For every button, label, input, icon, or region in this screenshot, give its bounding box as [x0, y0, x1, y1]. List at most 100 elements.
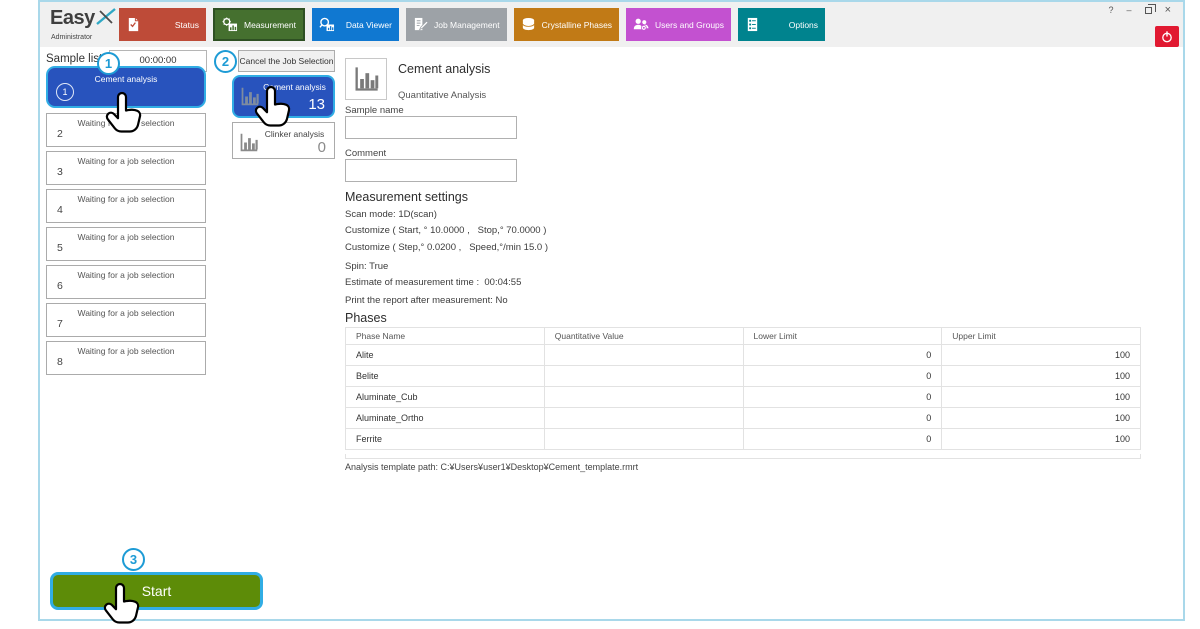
- sample-name-input[interactable]: [345, 116, 517, 139]
- user-role: Administrator: [51, 34, 93, 41]
- table-row[interactable]: Aluminate_Cub 0 100: [345, 386, 1141, 408]
- tab-measurement[interactable]: Measurement: [213, 8, 305, 41]
- logout-power-button[interactable]: [1155, 26, 1179, 47]
- analysis-template-path: Analysis template path: C:¥Users¥user1¥D…: [345, 462, 639, 472]
- sample-item-text: Waiting for a job selection: [77, 308, 175, 318]
- hand-cursor-icon: [105, 91, 142, 133]
- tab-label: Measurement: [244, 19, 296, 30]
- sample-item-4[interactable]: Waiting for a job selection 4: [46, 189, 206, 223]
- cancel-job-selection-button[interactable]: Cancel the Job Selection: [238, 50, 335, 72]
- job-item-clinker-analysis[interactable]: Clinker analysis 0: [232, 122, 335, 159]
- quantitative-cell: [543, 365, 744, 387]
- table-row[interactable]: Alite 0 100: [345, 344, 1141, 366]
- quantitative-cell: [543, 428, 744, 450]
- col-lower-limit: Lower Limit: [742, 327, 943, 345]
- measurement-icon: [222, 17, 238, 32]
- sample-number-badge: 1: [56, 83, 74, 101]
- sample-item-text: Waiting for a job selection: [77, 156, 175, 166]
- job-management-icon: [414, 17, 428, 31]
- phase-name-cell: Ferrite: [345, 428, 545, 450]
- logo-x-icon: [95, 8, 116, 25]
- customize-step-speed-line: Customize ( Step,° 0.0200 , Speed,°/min …: [345, 242, 548, 253]
- lower-limit-cell: 0: [742, 365, 943, 387]
- close-button[interactable]: ×: [1164, 4, 1171, 16]
- sample-number: 2: [57, 128, 63, 140]
- data-viewer-icon: [319, 17, 334, 32]
- tab-crystalline-phases[interactable]: Crystalline Phases: [513, 8, 620, 41]
- sample-item-5[interactable]: Waiting for a job selection 5: [46, 227, 206, 261]
- power-icon: [1162, 30, 1172, 42]
- sample-name-label: Sample name: [345, 105, 404, 116]
- quantitative-cell: [543, 386, 744, 408]
- tab-label: Status: [174, 19, 199, 30]
- phase-name-cell: Aluminate_Cub: [345, 386, 545, 408]
- phase-name-cell: Belite: [345, 365, 545, 387]
- bar-chart-icon: [240, 132, 259, 152]
- phase-name-cell: Alite: [345, 344, 545, 366]
- phase-name-cell: Aluminate_Ortho: [345, 407, 545, 429]
- app-window: Easy Administrator Status Measurement Da…: [38, 0, 1185, 624]
- measurement-settings-heading: Measurement settings: [345, 190, 468, 204]
- job-name: Cement analysis: [263, 82, 326, 92]
- col-upper-limit: Upper Limit: [941, 327, 1141, 345]
- sample-item-7[interactable]: Waiting for a job selection 7: [46, 303, 206, 337]
- step-1-annotation: 1: [97, 52, 120, 75]
- sample-item-text: Waiting for a job selection: [77, 194, 175, 204]
- sample-list: Cement analysis 1 Waiting for a job sele…: [46, 66, 206, 379]
- app-logo: Easy: [50, 7, 116, 30]
- quantitative-cell: [543, 407, 744, 429]
- table-row[interactable]: Belite 0 100: [345, 365, 1141, 387]
- start-button-label: Start: [141, 583, 172, 599]
- minimize-button[interactable]: –: [1126, 5, 1132, 15]
- hand-cursor-icon: [254, 85, 291, 127]
- upper-limit-cell: 100: [941, 386, 1141, 408]
- table-partial-row: [345, 454, 1141, 459]
- status-icon: [128, 17, 139, 32]
- tab-label: Data Viewer: [345, 19, 392, 30]
- sample-item-6[interactable]: Waiting for a job selection 6: [46, 265, 206, 299]
- lower-limit-cell: 0: [742, 428, 943, 450]
- options-icon: [747, 17, 758, 32]
- col-quantitative-value: Quantitative Value: [543, 327, 744, 345]
- phases-table: Phase Name Quantitative Value Lower Limi…: [345, 327, 1141, 450]
- hand-cursor-icon: [103, 582, 140, 624]
- users-and-groups-icon: [633, 18, 649, 31]
- phases-heading: Phases: [345, 311, 387, 325]
- table-row[interactable]: Aluminate_Ortho 0 100: [345, 407, 1141, 429]
- sample-item-3[interactable]: Waiting for a job selection 3: [46, 151, 206, 185]
- upper-limit-cell: 100: [941, 344, 1141, 366]
- tab-status[interactable]: Status: [119, 8, 206, 41]
- estimate-time-line: Estimate of measurement time : 00:04:55: [345, 277, 522, 288]
- comment-input[interactable]: [345, 159, 517, 182]
- customize-start-stop-line: Customize ( Start, ° 10.0000 , Stop,° 70…: [345, 225, 547, 236]
- tab-label: Options: [788, 19, 819, 30]
- sample-number: 8: [57, 356, 63, 368]
- job-list: Cement analysis 13 Clinker analysis 0: [232, 75, 335, 163]
- sample-item-text: Cement analysis: [94, 74, 158, 84]
- quantitative-cell: [543, 344, 744, 366]
- lower-limit-cell: 0: [742, 386, 943, 408]
- sample-item-text: Waiting for a job selection: [77, 270, 175, 280]
- step-3-annotation: 3: [122, 548, 145, 571]
- tab-data-viewer[interactable]: Data Viewer: [311, 8, 399, 41]
- job-name: Clinker analysis: [264, 129, 325, 139]
- table-row[interactable]: Ferrite 0 100: [345, 428, 1141, 450]
- tab-users-and-groups[interactable]: Users and Groups: [626, 8, 732, 41]
- help-button[interactable]: ?: [1108, 5, 1114, 15]
- table-header-row: Phase Name Quantitative Value Lower Limi…: [345, 327, 1141, 345]
- sample-number: 7: [57, 318, 63, 330]
- tab-options[interactable]: Options: [738, 8, 826, 41]
- col-phase-name: Phase Name: [345, 327, 545, 345]
- comment-label: Comment: [345, 148, 387, 159]
- step-2-annotation: 2: [214, 50, 237, 73]
- tab-label: Crystalline Phases: [541, 19, 613, 30]
- upper-limit-cell: 100: [941, 365, 1141, 387]
- tab-job-management[interactable]: Job Management: [405, 8, 507, 41]
- sample-item-8[interactable]: Waiting for a job selection 8: [46, 341, 206, 375]
- bar-chart-icon: [355, 66, 380, 91]
- sample-number: 4: [57, 204, 63, 216]
- restore-button[interactable]: [1144, 3, 1156, 14]
- start-button[interactable]: Start: [50, 572, 263, 610]
- job-type-icon-box: [345, 58, 387, 100]
- spin-line: Spin: True: [345, 261, 389, 272]
